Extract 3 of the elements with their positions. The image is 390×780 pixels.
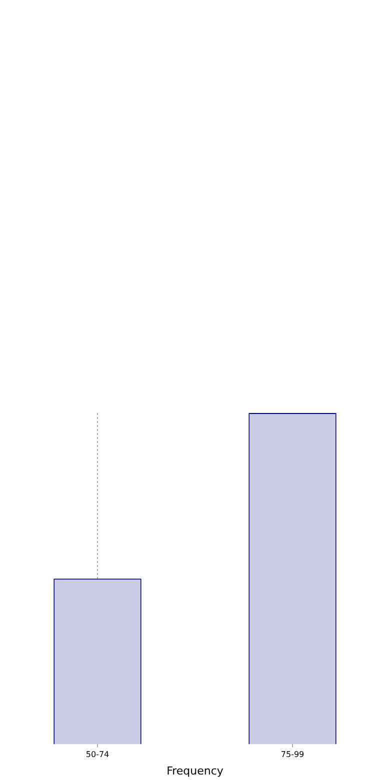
x-axis-title: Frequency [166, 764, 224, 778]
x-tick-label: 75-99 [280, 750, 304, 760]
x-tick-label: 50-74 [86, 750, 110, 760]
